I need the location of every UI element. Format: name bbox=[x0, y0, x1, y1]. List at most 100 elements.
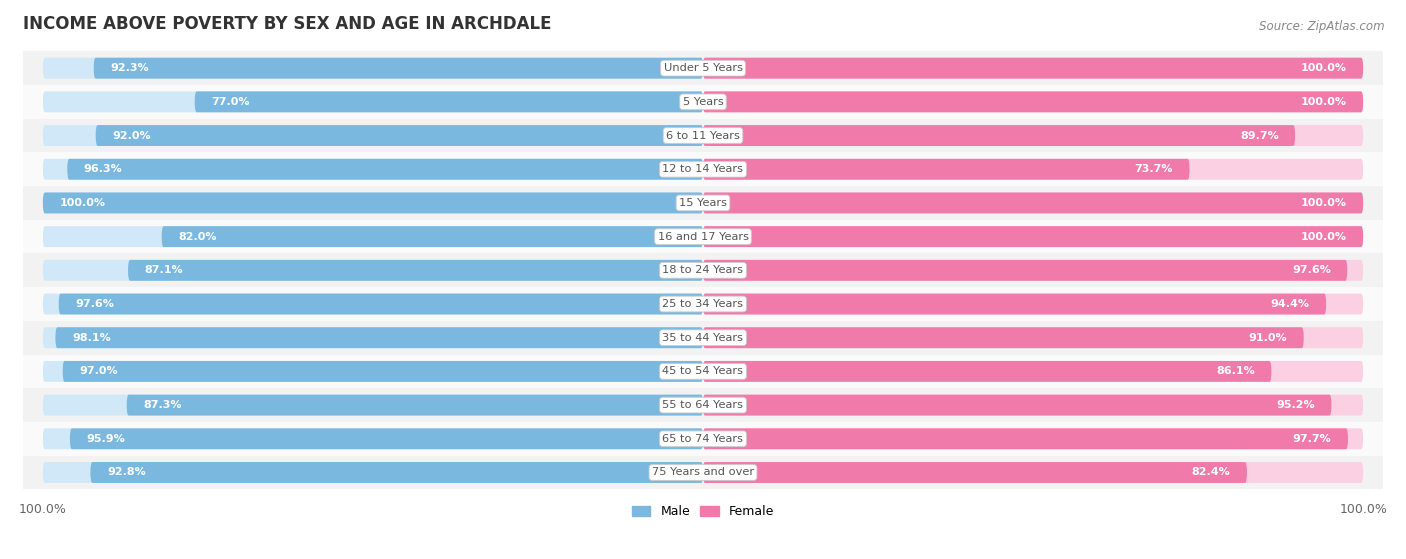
Bar bbox=[22, 456, 1384, 489]
Text: 18 to 24 Years: 18 to 24 Years bbox=[662, 266, 744, 276]
Text: 97.7%: 97.7% bbox=[1292, 434, 1331, 444]
Text: 73.7%: 73.7% bbox=[1135, 164, 1173, 174]
Text: 15 Years: 15 Years bbox=[679, 198, 727, 208]
Text: 75 Years and over: 75 Years and over bbox=[652, 467, 754, 477]
FancyBboxPatch shape bbox=[194, 92, 703, 112]
FancyBboxPatch shape bbox=[703, 327, 1364, 348]
Bar bbox=[22, 287, 1384, 321]
Bar bbox=[22, 51, 1384, 85]
FancyBboxPatch shape bbox=[42, 361, 703, 382]
FancyBboxPatch shape bbox=[703, 125, 1295, 146]
FancyBboxPatch shape bbox=[42, 192, 703, 214]
FancyBboxPatch shape bbox=[703, 462, 1364, 483]
Text: Under 5 Years: Under 5 Years bbox=[664, 63, 742, 73]
Bar bbox=[22, 354, 1384, 389]
FancyBboxPatch shape bbox=[703, 226, 1364, 247]
Text: 6 to 11 Years: 6 to 11 Years bbox=[666, 131, 740, 140]
FancyBboxPatch shape bbox=[55, 327, 703, 348]
FancyBboxPatch shape bbox=[127, 395, 703, 415]
Text: 92.3%: 92.3% bbox=[110, 63, 149, 73]
Bar bbox=[22, 422, 1384, 456]
FancyBboxPatch shape bbox=[42, 462, 703, 483]
FancyBboxPatch shape bbox=[42, 92, 703, 112]
Text: 100.0%: 100.0% bbox=[1301, 231, 1347, 241]
Text: 100.0%: 100.0% bbox=[1301, 97, 1347, 107]
Text: 25 to 34 Years: 25 to 34 Years bbox=[662, 299, 744, 309]
FancyBboxPatch shape bbox=[42, 159, 703, 179]
Bar bbox=[22, 220, 1384, 253]
FancyBboxPatch shape bbox=[703, 395, 1331, 415]
Text: 100.0%: 100.0% bbox=[1301, 198, 1347, 208]
FancyBboxPatch shape bbox=[703, 192, 1364, 214]
Text: 65 to 74 Years: 65 to 74 Years bbox=[662, 434, 744, 444]
FancyBboxPatch shape bbox=[128, 260, 703, 281]
Bar bbox=[22, 85, 1384, 119]
Text: 94.4%: 94.4% bbox=[1271, 299, 1309, 309]
Text: 35 to 44 Years: 35 to 44 Years bbox=[662, 333, 744, 343]
FancyBboxPatch shape bbox=[63, 361, 703, 382]
FancyBboxPatch shape bbox=[703, 361, 1364, 382]
FancyBboxPatch shape bbox=[703, 260, 1347, 281]
FancyBboxPatch shape bbox=[90, 462, 703, 483]
FancyBboxPatch shape bbox=[703, 159, 1364, 179]
Text: 89.7%: 89.7% bbox=[1240, 131, 1278, 140]
Bar bbox=[22, 119, 1384, 153]
FancyBboxPatch shape bbox=[703, 260, 1364, 281]
FancyBboxPatch shape bbox=[42, 428, 703, 449]
Bar bbox=[22, 186, 1384, 220]
FancyBboxPatch shape bbox=[70, 428, 703, 449]
Text: 96.3%: 96.3% bbox=[84, 164, 122, 174]
Text: 86.1%: 86.1% bbox=[1216, 366, 1256, 376]
Text: Source: ZipAtlas.com: Source: ZipAtlas.com bbox=[1260, 20, 1385, 32]
Bar bbox=[22, 389, 1384, 422]
Text: 77.0%: 77.0% bbox=[211, 97, 250, 107]
Text: 92.0%: 92.0% bbox=[112, 131, 150, 140]
FancyBboxPatch shape bbox=[703, 159, 1189, 179]
Text: 92.8%: 92.8% bbox=[107, 467, 146, 477]
Text: 98.1%: 98.1% bbox=[72, 333, 111, 343]
FancyBboxPatch shape bbox=[703, 428, 1364, 449]
Text: 97.6%: 97.6% bbox=[75, 299, 114, 309]
FancyBboxPatch shape bbox=[59, 293, 703, 315]
Text: 45 to 54 Years: 45 to 54 Years bbox=[662, 366, 744, 376]
FancyBboxPatch shape bbox=[42, 226, 703, 247]
FancyBboxPatch shape bbox=[96, 125, 703, 146]
FancyBboxPatch shape bbox=[42, 293, 703, 315]
Legend: Male, Female: Male, Female bbox=[627, 500, 779, 523]
FancyBboxPatch shape bbox=[162, 226, 703, 247]
FancyBboxPatch shape bbox=[67, 159, 703, 179]
Bar bbox=[22, 153, 1384, 186]
FancyBboxPatch shape bbox=[703, 293, 1364, 315]
Text: 91.0%: 91.0% bbox=[1249, 333, 1288, 343]
FancyBboxPatch shape bbox=[42, 192, 703, 214]
Text: 97.0%: 97.0% bbox=[79, 366, 118, 376]
FancyBboxPatch shape bbox=[94, 58, 703, 79]
Text: 82.4%: 82.4% bbox=[1192, 467, 1230, 477]
Text: 97.6%: 97.6% bbox=[1292, 266, 1331, 276]
FancyBboxPatch shape bbox=[703, 58, 1364, 79]
FancyBboxPatch shape bbox=[703, 293, 1326, 315]
Text: 100.0%: 100.0% bbox=[59, 198, 105, 208]
Text: 16 and 17 Years: 16 and 17 Years bbox=[658, 231, 748, 241]
FancyBboxPatch shape bbox=[42, 395, 703, 415]
FancyBboxPatch shape bbox=[42, 58, 703, 79]
FancyBboxPatch shape bbox=[703, 361, 1271, 382]
Text: 95.9%: 95.9% bbox=[86, 434, 125, 444]
FancyBboxPatch shape bbox=[703, 92, 1364, 112]
FancyBboxPatch shape bbox=[703, 327, 1303, 348]
Text: 82.0%: 82.0% bbox=[179, 231, 217, 241]
FancyBboxPatch shape bbox=[42, 327, 703, 348]
Text: 12 to 14 Years: 12 to 14 Years bbox=[662, 164, 744, 174]
FancyBboxPatch shape bbox=[703, 428, 1348, 449]
FancyBboxPatch shape bbox=[42, 260, 703, 281]
FancyBboxPatch shape bbox=[703, 192, 1364, 214]
FancyBboxPatch shape bbox=[703, 92, 1364, 112]
FancyBboxPatch shape bbox=[703, 226, 1364, 247]
Text: 95.2%: 95.2% bbox=[1277, 400, 1315, 410]
Text: 87.1%: 87.1% bbox=[145, 266, 183, 276]
FancyBboxPatch shape bbox=[703, 395, 1364, 415]
Text: 100.0%: 100.0% bbox=[1301, 63, 1347, 73]
Bar bbox=[22, 253, 1384, 287]
Bar bbox=[22, 321, 1384, 354]
Text: 87.3%: 87.3% bbox=[143, 400, 181, 410]
